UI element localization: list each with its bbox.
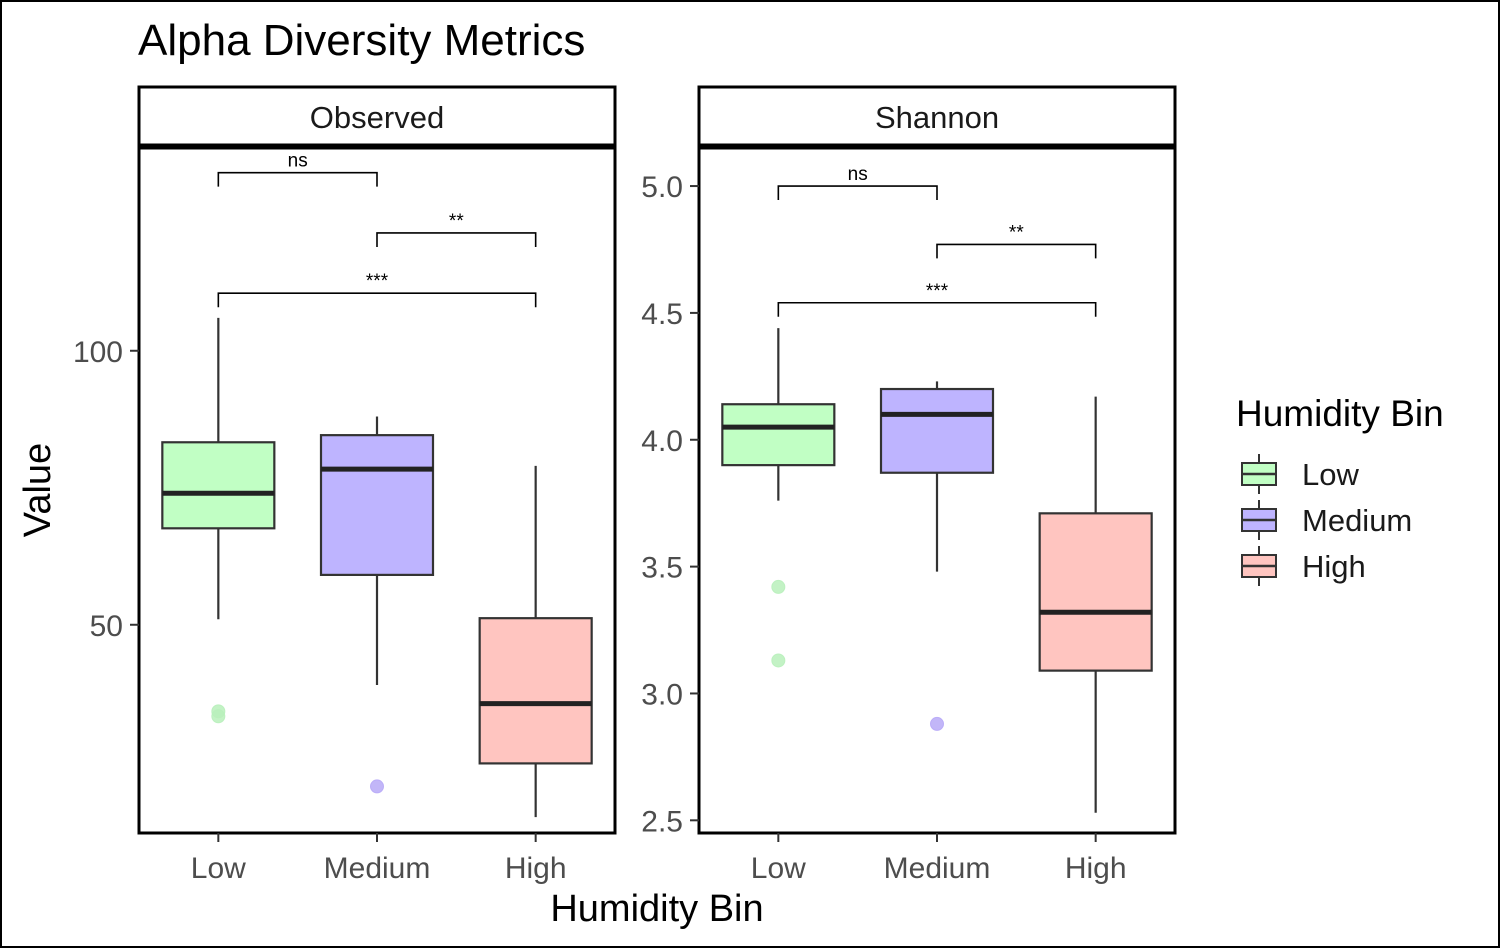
significance-bracket: *** bbox=[217, 271, 537, 308]
legend: Humidity Bin Low Medium High bbox=[1236, 393, 1444, 586]
x-tick-label: Medium bbox=[324, 852, 431, 885]
panel-shannon: Shannon 2.5 3.0 3.5 4.0 4.5 5.0 Low Medium High ns… bbox=[641, 85, 1177, 885]
strip-box bbox=[137, 85, 617, 147]
strip-label: Shannon bbox=[875, 100, 999, 135]
significance-bracket: ns bbox=[217, 151, 378, 187]
x-tick-label: Medium bbox=[884, 852, 991, 885]
box-body bbox=[1038, 512, 1153, 672]
significance-bracket: *** bbox=[777, 281, 1097, 317]
box-body bbox=[721, 403, 836, 467]
strip-box bbox=[697, 85, 1177, 147]
box-medium bbox=[879, 381, 995, 731]
y-axis-title: Value bbox=[17, 443, 59, 537]
y-tick-label: 50 bbox=[90, 610, 123, 643]
significance-label: ns bbox=[288, 151, 308, 172]
bracket-line bbox=[936, 243, 1097, 259]
x-tick-label: High bbox=[505, 852, 567, 885]
legend-label: High bbox=[1302, 549, 1366, 584]
x-axis-title: Humidity Bin bbox=[550, 888, 763, 930]
y-tick-label: 100 bbox=[73, 336, 123, 369]
outlier-point bbox=[211, 709, 226, 724]
significance-label: ** bbox=[449, 211, 464, 232]
y-tick-label: 5.0 bbox=[641, 171, 683, 204]
bracket-line bbox=[217, 171, 378, 187]
x-tick-label: High bbox=[1065, 852, 1127, 885]
y-tick-label: 4.5 bbox=[641, 298, 683, 331]
outlier-point bbox=[930, 716, 944, 731]
box-body bbox=[879, 387, 995, 474]
bracket-line bbox=[376, 232, 537, 247]
x-tick-label: Low bbox=[191, 852, 246, 885]
bracket-line bbox=[777, 301, 1097, 317]
y-tick-label: 3.5 bbox=[641, 552, 683, 585]
box-high bbox=[1038, 396, 1153, 813]
strip-label: Observed bbox=[310, 100, 444, 135]
bracket-line bbox=[777, 185, 938, 201]
significance-bracket: ns bbox=[777, 164, 938, 201]
box-low bbox=[721, 328, 836, 668]
y-tick-label: 2.5 bbox=[641, 805, 683, 838]
legend-item-high: High bbox=[1241, 546, 1366, 586]
box-body bbox=[161, 441, 276, 530]
legend-label: Low bbox=[1302, 457, 1359, 492]
chart-title: Alpha Diversity Metrics bbox=[138, 16, 585, 65]
significance-bracket: ** bbox=[376, 211, 537, 247]
legend-item-medium: Medium bbox=[1241, 500, 1412, 540]
box-high bbox=[478, 465, 593, 818]
outlier-point bbox=[370, 779, 384, 794]
y-tick-label: 3.0 bbox=[641, 678, 683, 711]
x-tick-label: Low bbox=[751, 852, 806, 885]
significance-label: ** bbox=[1009, 222, 1024, 243]
legend-title: Humidity Bin bbox=[1236, 393, 1444, 434]
significance-bracket: ** bbox=[936, 222, 1097, 259]
legend-label: Medium bbox=[1302, 503, 1412, 538]
significance-label: ns bbox=[848, 164, 868, 185]
y-tick-label: 4.0 bbox=[641, 425, 683, 458]
box-body bbox=[319, 434, 435, 576]
box-body bbox=[478, 617, 593, 765]
legend-item-low: Low bbox=[1241, 454, 1359, 494]
box-low bbox=[161, 317, 276, 724]
bracket-line bbox=[217, 292, 537, 308]
outlier-point bbox=[771, 579, 786, 594]
significance-label: *** bbox=[366, 271, 389, 292]
box-medium bbox=[319, 416, 435, 794]
outlier-point bbox=[771, 653, 786, 668]
significance-label: *** bbox=[926, 281, 949, 302]
